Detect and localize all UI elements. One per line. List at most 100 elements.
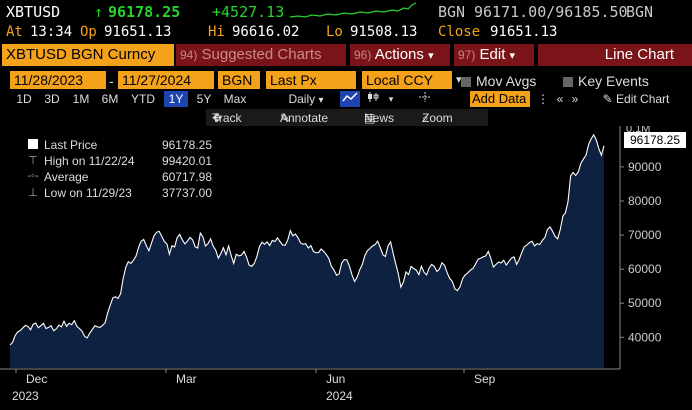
- legend-average: -◦- Average 60717.98: [20, 170, 216, 186]
- y-tick-label: 40000: [628, 330, 662, 344]
- legend-last-value: 96178.25: [161, 138, 212, 152]
- chevron-down-icon: ▾: [318, 95, 324, 106]
- x-tick-label: Sep: [474, 372, 496, 386]
- x-year-label: 2024: [326, 389, 353, 403]
- suggested-fn: 94): [180, 48, 198, 62]
- collapse-left-icon[interactable]: «: [556, 92, 564, 106]
- chart-toolbar: ✥ Track ✎ Annotate ▤ News ⌕ Zoom: [0, 109, 692, 127]
- period-button-6m[interactable]: 6M: [101, 92, 119, 106]
- price-line: [9, 133, 605, 346]
- net-change: +4527.13: [212, 3, 285, 21]
- suggested-charts-button[interactable]: 94) Suggested Charts: [176, 44, 346, 66]
- chevron-down-icon[interactable]: ▾: [456, 74, 462, 86]
- legend-last: Last Price 96178.25: [20, 138, 216, 154]
- collapse-right-icon[interactable]: »: [571, 92, 579, 106]
- annotate-icon: ✎: [280, 111, 291, 125]
- annotate-label: Annotate: [280, 111, 329, 125]
- zoom-icon: ⌕: [422, 111, 429, 125]
- track-label: Track: [212, 111, 242, 125]
- crosshair-icon[interactable]: [416, 91, 434, 107]
- key-events-label: Key Events: [578, 73, 649, 89]
- chevron-down-icon: ▾: [428, 50, 434, 62]
- x-tick-label: Jun: [326, 372, 345, 386]
- x-year-label: 2023: [12, 389, 39, 403]
- y-tick-label: 80000: [628, 194, 662, 208]
- y-tick-label: 50000: [628, 296, 662, 310]
- quote-bar: XBTUSD ↑ 96178.25 +4527.13 BGN 96171.00/…: [0, 0, 692, 22]
- actions-menu[interactable]: 96) Actions ▾: [350, 44, 450, 66]
- parameter-bar: 11/28/2023 - 11/27/2024 BGN Last Px Loca…: [0, 71, 692, 91]
- source-input[interactable]: BGN: [218, 71, 260, 89]
- x-tick-label: Mar: [176, 372, 197, 386]
- mov-avgs-checkbox[interactable]: Mov Avgs: [461, 73, 536, 89]
- add-data-button[interactable]: Add Data: [470, 91, 530, 107]
- up-arrow-icon: ↑: [94, 3, 104, 21]
- chevron-down-icon: ▾: [509, 50, 516, 62]
- more-options-icon[interactable]: ⋮: [537, 92, 549, 106]
- last-price: 96178.25: [108, 3, 181, 21]
- ticker: XBTUSD: [6, 3, 61, 21]
- low-marker-icon: ⊥: [28, 187, 38, 199]
- period-button-max[interactable]: Max: [223, 92, 247, 106]
- average-marker-icon: -◦-: [27, 170, 39, 182]
- low-value: 91508.13: [350, 24, 418, 40]
- period-button-1m[interactable]: 1M: [72, 92, 90, 106]
- start-date-input[interactable]: 11/28/2023: [10, 71, 106, 89]
- checkbox-icon: [563, 77, 573, 87]
- actions-label: Actions: [374, 46, 424, 63]
- period-button-3d[interactable]: 3D: [44, 92, 60, 106]
- price-area: [10, 134, 604, 368]
- pencil-icon: ✎: [602, 92, 613, 106]
- security-field[interactable]: XBTUSD BGN Curncy: [2, 44, 174, 66]
- chevron-down-icon[interactable]: ▾: [388, 94, 394, 104]
- legend-high-label: High on 11/22/24: [44, 154, 135, 168]
- ohlc-bar: At 13:34 Op 91651.13 Hi 96616.02 Lo 9150…: [0, 22, 692, 42]
- key-events-checkbox[interactable]: Key Events: [563, 73, 649, 89]
- price-chart[interactable]: 0.1M 40000 50000 60000 70000 80000 90000 Dec Ma…: [0, 126, 692, 410]
- field-input[interactable]: Last Px: [266, 71, 356, 89]
- open-label: Op: [80, 24, 97, 40]
- y-axis-unit: 0.1M: [626, 126, 650, 135]
- period-bar: 1D 3D 1M 6M YTD 1Y 5Y Max Daily ▾ ▾ Add Data ⋮ …: [0, 91, 692, 108]
- price-source: BGN: [438, 3, 466, 21]
- period-button-1y[interactable]: 1Y: [164, 91, 188, 107]
- edit-fn: 97): [458, 48, 476, 62]
- x-axis: Dec Mar Jun Sep 2023 2024: [12, 369, 496, 403]
- high-label: Hi: [208, 24, 225, 40]
- chart-type-title[interactable]: Line Chart: [538, 44, 692, 66]
- checkbox-icon: [461, 77, 471, 87]
- legend-low-value: 37737.00: [161, 186, 212, 200]
- legend-average-value: 60717.98: [161, 170, 212, 184]
- intraday-sparkline: [289, 2, 418, 24]
- period-button-5y[interactable]: 5Y: [196, 92, 212, 106]
- line-chart-icon[interactable]: [340, 91, 360, 107]
- edit-chart-button[interactable]: ✎ Edit Chart: [584, 91, 688, 107]
- period-button-ytd[interactable]: YTD: [131, 92, 155, 106]
- period-button-1d[interactable]: 1D: [16, 92, 32, 106]
- menu-bar: XBTUSD BGN Curncy 94) Suggested Charts 9…: [0, 44, 692, 68]
- track-icon: ✥: [212, 111, 223, 125]
- end-date-input[interactable]: 11/27/2024: [118, 71, 214, 89]
- low-label: Lo: [326, 24, 343, 40]
- suggested-label: Suggested Charts: [201, 46, 322, 63]
- price-source-2: BGN: [626, 3, 654, 21]
- legend-high-value: 99420.01: [161, 154, 212, 168]
- legend-last-label: Last Price: [44, 138, 98, 152]
- high-marker-icon: ⊤: [28, 155, 38, 167]
- y-tick-label: 60000: [628, 262, 662, 276]
- tool-strip: ✥ Track ✎ Annotate ▤ News ⌕ Zoom: [206, 109, 488, 126]
- x-tick-label: Dec: [26, 372, 47, 386]
- currency-select[interactable]: Local CCY: [362, 71, 452, 89]
- actions-fn: 96): [354, 48, 372, 62]
- legend-high: ⊤ High on 11/22/24 99420.01: [20, 154, 216, 170]
- candlestick-icon[interactable]: [364, 91, 382, 107]
- frequency-select[interactable]: Daily ▾: [282, 91, 330, 107]
- y-tick-label: 70000: [628, 228, 662, 242]
- edit-menu[interactable]: 97) Edit ▾: [454, 44, 534, 66]
- last-price-tag: 96178.25: [624, 132, 686, 148]
- frequency-label: Daily: [288, 92, 316, 106]
- quote-time: 13:34: [30, 24, 73, 40]
- legend-average-label: Average: [44, 170, 89, 184]
- mov-avgs-label: Mov Avgs: [476, 73, 537, 89]
- news-label: News: [364, 111, 395, 125]
